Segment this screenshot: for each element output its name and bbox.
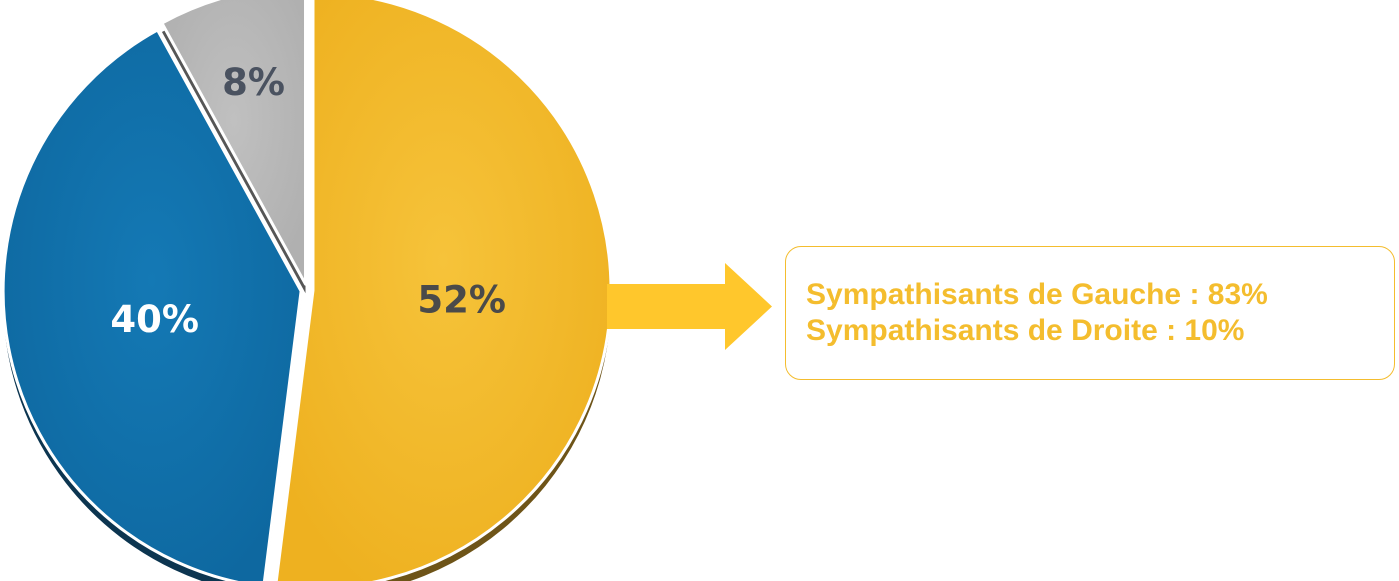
arrow-icon: [607, 263, 772, 350]
annotation-line-left: Sympathisants de Gauche : 83%: [806, 278, 1268, 311]
annotation-line-right: Sympathisants de Droite : 10%: [806, 314, 1245, 347]
annotation-box: Sympathisants de Gauche : 83% Sympathisa…: [785, 246, 1395, 380]
pie-chart: 52% 40% 8%: [1, 0, 613, 581]
pie-slice-8: [160, 0, 308, 286]
pie-slice-label-8: 8%: [222, 61, 285, 104]
pie-slice-label-40: 40%: [110, 298, 199, 341]
pie-slice-label-52: 52%: [417, 279, 506, 322]
pie-slice-40: [1, 28, 303, 581]
